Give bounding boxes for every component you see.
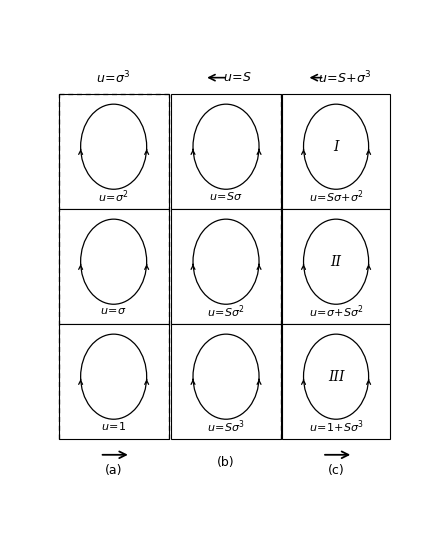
Text: $u\!=\!\sigma\!+\!S\sigma^2$: $u\!=\!\sigma\!+\!S\sigma^2$ <box>309 303 364 320</box>
Text: $u\!=\!S\sigma^3$: $u\!=\!S\sigma^3$ <box>207 418 245 435</box>
Text: $u\!=\!\sigma$: $u\!=\!\sigma$ <box>100 307 127 316</box>
Text: I: I <box>333 140 339 154</box>
Bar <box>59 94 169 209</box>
Bar <box>282 94 390 209</box>
Text: $u\!=\!S\!+\!\sigma^3$: $u\!=\!S\!+\!\sigma^3$ <box>318 69 372 86</box>
Text: III: III <box>328 370 344 384</box>
Ellipse shape <box>304 219 369 305</box>
Text: (a): (a) <box>105 464 122 477</box>
Ellipse shape <box>193 104 259 189</box>
Ellipse shape <box>81 104 147 189</box>
Ellipse shape <box>304 104 369 189</box>
Bar <box>282 209 390 324</box>
Ellipse shape <box>81 219 147 305</box>
Text: $u\!=\!\sigma^2$: $u\!=\!\sigma^2$ <box>98 188 129 205</box>
Ellipse shape <box>81 334 147 419</box>
Bar <box>282 324 390 439</box>
Text: $u\!=\!S$: $u\!=\!S$ <box>223 71 252 84</box>
Bar <box>59 324 169 439</box>
Text: $u\!=\!1$: $u\!=\!1$ <box>101 421 126 433</box>
Text: $u\!=\!S\sigma$: $u\!=\!S\sigma$ <box>209 190 243 202</box>
Ellipse shape <box>304 334 369 419</box>
Text: II: II <box>331 254 342 268</box>
Bar <box>171 324 281 439</box>
Text: $u\!=\!S\sigma\!+\!\sigma^2$: $u\!=\!S\sigma\!+\!\sigma^2$ <box>309 188 364 205</box>
Ellipse shape <box>193 334 259 419</box>
Text: $u\!=\!S\sigma^2$: $u\!=\!S\sigma^2$ <box>207 303 245 320</box>
Bar <box>171 209 281 324</box>
Text: (c): (c) <box>328 464 344 477</box>
Bar <box>59 209 169 324</box>
Text: (b): (b) <box>217 456 235 469</box>
Ellipse shape <box>193 219 259 305</box>
Text: $u\!=\!\sigma^3$: $u\!=\!\sigma^3$ <box>96 69 131 86</box>
Bar <box>171 94 281 209</box>
Text: $u\!=\!1\!+\!S\sigma^3$: $u\!=\!1\!+\!S\sigma^3$ <box>308 418 364 435</box>
